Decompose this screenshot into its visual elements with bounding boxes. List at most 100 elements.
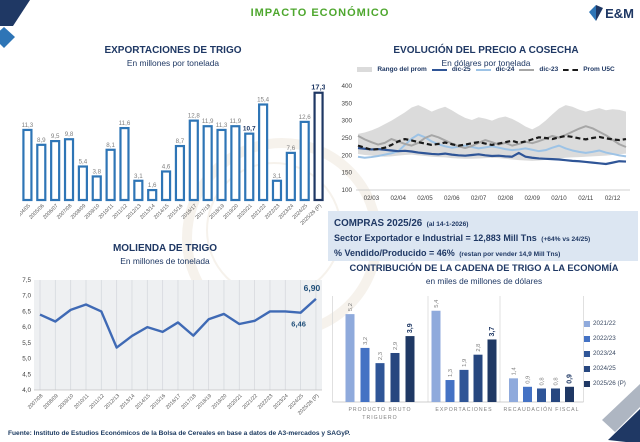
bar (91, 175, 102, 202)
value-label: 3,8 (92, 168, 101, 175)
y-axis-label: 7,5 (22, 277, 31, 284)
legend-row: 2022/23 (584, 331, 638, 346)
corner-shape (0, 0, 30, 26)
legend-label: Rango del prom (377, 66, 427, 73)
bar (509, 378, 518, 402)
y-axis-label: 6,0 (22, 324, 31, 331)
bar (285, 151, 296, 202)
legend-label: dic-25 (451, 66, 471, 73)
value-label: 8,1 (106, 142, 115, 149)
molienda-subtitle: En millones de tonelada (120, 256, 210, 266)
x-axis-label: 2019/20 (211, 393, 229, 411)
exportaciones-bar-chart: 11,32004/058,92005/069,52006/079,82007/0… (20, 83, 325, 227)
legend-swatch (584, 350, 590, 357)
bar (77, 165, 88, 202)
y-axis-label: 300 (341, 118, 352, 125)
em-logo-icon (589, 5, 604, 21)
value-label: 1,4 (512, 367, 518, 376)
value-label: 12,6 (299, 114, 312, 121)
bar (551, 388, 560, 402)
x-axis-label: 2022/23 (257, 393, 275, 411)
precio-legend: Rango del prom dic-25 dic-24 dic-23 Prom U5C (334, 66, 638, 73)
x-axis-label: 2009/10 (58, 393, 76, 411)
molienda-title: MOLIENDA DE TRIGO (112, 243, 218, 254)
legend-label: 2022/23 (593, 335, 616, 342)
value-label: 2,9 (393, 342, 399, 350)
group-label: TRIGUERO (362, 415, 397, 421)
group-label: EXPORTACIONES (435, 407, 492, 413)
group-label: RECAUDACIÓN FISCAL (504, 406, 580, 413)
value-label: 11,6 (119, 120, 131, 127)
bar (445, 380, 455, 402)
legend-swatch-Prom U5C (563, 68, 579, 71)
value-label: 5,2 (348, 303, 354, 311)
compras-sector-value: Sector Exportador e Industrial = 12,883 … (334, 233, 537, 243)
value-label: 8,7 (176, 138, 185, 145)
bar (487, 339, 497, 402)
x-axis-label: 2011/12 (88, 393, 105, 410)
series-Prom U5C (357, 134, 627, 151)
x-axis-label: 02/09 (524, 195, 540, 202)
bar (523, 386, 532, 402)
bar (345, 314, 355, 402)
y-axis-label: 5,0 (22, 356, 31, 363)
contribucion-title: CONTRIBUCIÓN DE LA CADENA DE TRIGO A LA … (349, 263, 619, 273)
value-label: 12,8 (188, 113, 201, 120)
bar (147, 188, 158, 202)
y-axis-label: 400 (341, 83, 352, 90)
precio-subtitle: En dólares por tonelada (441, 58, 531, 68)
group-label: PRODUCTO BRUTO (348, 407, 411, 413)
corner-chevron (602, 384, 640, 432)
y-axis-label: 350 (341, 100, 352, 107)
bar (105, 148, 116, 202)
legend-label: dic-23 (539, 66, 559, 73)
exportaciones-subtitle: En millones por tonelada (126, 58, 220, 68)
legend-swatch (584, 380, 590, 387)
compras-vendido-value: % Vendido/Producido = 46% (334, 248, 455, 258)
bar (36, 143, 47, 202)
legend-label: 2023/24 (593, 350, 616, 357)
bar (473, 354, 483, 402)
legend-swatch (584, 320, 590, 327)
compras-line-3: % Vendido/Producido = 46% (restan por ve… (334, 244, 632, 259)
x-axis-label: 2018/19 (196, 393, 214, 411)
value-label: 5,4 (79, 159, 88, 166)
value-label: 4,6 (162, 163, 171, 170)
value-label: 3,9 (407, 323, 414, 333)
legend-label: 2025/26 (P) (593, 380, 626, 387)
value-label: 11,9 (230, 118, 242, 125)
em-logo-text: E&M (605, 5, 634, 21)
bar (299, 120, 310, 202)
bar (313, 91, 324, 202)
bar (22, 128, 33, 202)
value-label: 3,1 (134, 173, 143, 180)
bar (271, 179, 283, 202)
x-axis-label: 2021/22 (242, 393, 260, 411)
bar (63, 138, 75, 202)
y-axis-label: 200 (341, 152, 352, 159)
page-title: IMPACTO ECONÓMICO (250, 7, 390, 19)
bar (160, 170, 172, 202)
x-axis-label: 02/08 (498, 195, 514, 202)
y-axis-label: 5,5 (22, 340, 31, 347)
value-label: 3,2 (363, 337, 369, 345)
contribucion-subtitle: en miles de millones de dólares (425, 276, 543, 286)
legend-label: dic-24 (495, 66, 515, 73)
value-label: 2,8 (476, 344, 482, 352)
value-label: 15,4 (257, 97, 270, 104)
bar (459, 369, 469, 402)
bar (119, 126, 130, 202)
value-label: 5,4 (434, 299, 440, 308)
point-annotation: 6,46 (291, 320, 306, 329)
x-axis-label: 2020/21 (226, 393, 244, 411)
legend-label: 2021/22 (593, 320, 616, 327)
x-axis-label: 2010/11 (73, 393, 90, 410)
x-axis-label: 2013/14 (119, 393, 137, 411)
value-label: 9,5 (51, 133, 60, 140)
corner-diamond (0, 27, 15, 48)
y-axis-label: 7,0 (22, 293, 31, 300)
y-axis-label: 4,5 (22, 371, 31, 378)
contribucion-bar-chart: 5,2 3,2 2,3 2,9 3,9 PRODUCTO BRUTO TRIGUERO 5,4… (332, 296, 584, 421)
value-label: 0,8 (554, 377, 560, 385)
